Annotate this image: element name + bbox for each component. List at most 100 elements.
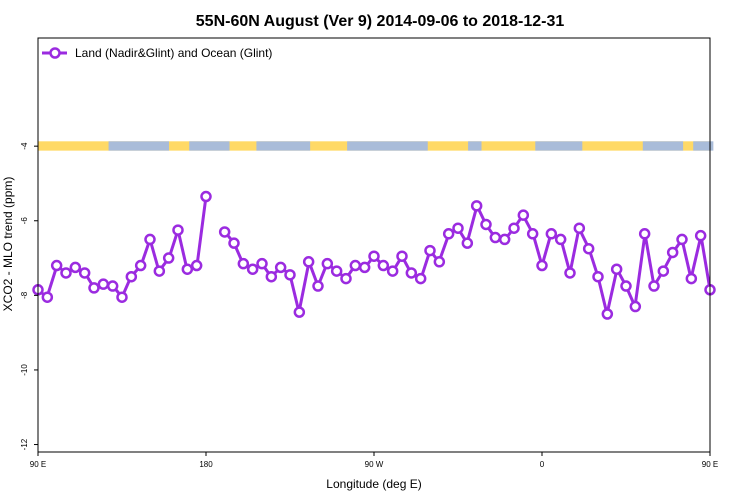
data-point bbox=[218, 226, 231, 238]
data-point bbox=[200, 190, 212, 203]
land-ocean-strip bbox=[38, 141, 714, 151]
legend-label: Land (Nadir&Glint) and Ocean (Glint) bbox=[75, 46, 272, 60]
x-tick-label: 90 E bbox=[30, 460, 46, 469]
plot-frame bbox=[37, 37, 711, 453]
y-tick-label: -6 bbox=[20, 217, 29, 225]
strip-ocean bbox=[535, 141, 583, 151]
data-point bbox=[246, 263, 259, 275]
data-point bbox=[657, 265, 670, 277]
strip-ocean bbox=[642, 141, 684, 151]
strip-ocean bbox=[693, 141, 714, 151]
data-point bbox=[50, 259, 63, 272]
y-tick-label: -12 bbox=[20, 438, 29, 450]
strip-ocean bbox=[468, 141, 482, 151]
data-point bbox=[526, 228, 539, 240]
data-point bbox=[508, 222, 520, 234]
data-point bbox=[610, 263, 623, 275]
data-point bbox=[106, 280, 119, 292]
data-point bbox=[489, 231, 502, 244]
data-point bbox=[638, 228, 651, 240]
y-axis-label: XCO2 - MLO trend (ppm) bbox=[1, 177, 15, 312]
data-point bbox=[396, 250, 408, 262]
data-point bbox=[125, 270, 138, 283]
data-point bbox=[340, 272, 352, 285]
data-point bbox=[676, 233, 688, 246]
data-point bbox=[452, 222, 464, 234]
data-point bbox=[330, 265, 343, 277]
x-tick-label: 180 bbox=[199, 460, 213, 469]
data-point bbox=[349, 259, 362, 272]
data-point bbox=[517, 209, 530, 221]
data-point bbox=[694, 229, 707, 242]
data-point bbox=[685, 272, 698, 285]
data-point bbox=[116, 291, 128, 303]
data-point bbox=[274, 261, 287, 274]
data-point bbox=[564, 267, 576, 279]
data-point bbox=[424, 244, 436, 257]
series-layer bbox=[32, 190, 716, 320]
data-point bbox=[284, 269, 296, 281]
x-tick-label: 90 E bbox=[702, 460, 718, 469]
data-point bbox=[134, 259, 147, 272]
data-point bbox=[405, 267, 418, 279]
data-point bbox=[60, 267, 72, 279]
legend-marker bbox=[49, 47, 61, 59]
data-point bbox=[144, 233, 156, 246]
data-point bbox=[293, 306, 306, 318]
data-point bbox=[69, 261, 82, 274]
data-point bbox=[302, 256, 315, 268]
legend: Land (Nadir&Glint) and Ocean (Glint) bbox=[42, 46, 272, 60]
data-point bbox=[629, 300, 642, 313]
strip-ocean bbox=[256, 141, 311, 151]
strip-ocean bbox=[189, 141, 230, 151]
data-point bbox=[470, 200, 483, 212]
data-point bbox=[480, 218, 492, 231]
data-point bbox=[368, 250, 380, 262]
data-point bbox=[97, 278, 110, 290]
data-point bbox=[582, 242, 595, 255]
data-point bbox=[256, 257, 268, 270]
data-point bbox=[461, 237, 474, 249]
y-tick-label: -10 bbox=[20, 364, 29, 376]
data-point bbox=[554, 233, 567, 246]
data-point bbox=[386, 265, 399, 277]
data-point bbox=[648, 280, 660, 292]
x-tick-label: 90 W bbox=[365, 460, 384, 469]
data-point bbox=[601, 308, 614, 320]
data-point bbox=[312, 280, 324, 292]
data-point bbox=[536, 259, 548, 272]
y-tick-label: -8 bbox=[20, 291, 29, 299]
data-point bbox=[573, 222, 586, 234]
data-point bbox=[153, 265, 166, 277]
data-point bbox=[265, 270, 278, 283]
data-point bbox=[620, 280, 632, 292]
data-point bbox=[666, 246, 679, 259]
series-line bbox=[223, 204, 712, 316]
series-line bbox=[37, 196, 208, 299]
data-point bbox=[228, 237, 240, 249]
x-axis-label: Longitude (deg E) bbox=[326, 477, 421, 491]
chart-title: 55N-60N August (Ver 9) 2014-09-06 to 201… bbox=[196, 13, 565, 30]
data-point bbox=[162, 252, 175, 264]
data-point bbox=[442, 228, 455, 240]
data-point bbox=[358, 261, 371, 274]
data-point bbox=[237, 257, 250, 270]
data-point bbox=[592, 270, 604, 283]
data-point bbox=[321, 257, 334, 270]
x-axis: 90 E 180 90 W 0 90 E bbox=[30, 452, 718, 469]
strip-ocean bbox=[347, 141, 428, 151]
data-point bbox=[190, 259, 203, 272]
data-point bbox=[172, 224, 184, 236]
data-point bbox=[377, 259, 390, 272]
y-axis: -4 -6 -8 -10 -12 bbox=[20, 142, 38, 450]
x-tick-label: 0 bbox=[540, 460, 545, 469]
data-point bbox=[78, 267, 91, 279]
data-point bbox=[545, 228, 558, 240]
data-point bbox=[41, 291, 54, 303]
data-point bbox=[181, 263, 194, 275]
y-tick-label: -4 bbox=[20, 142, 29, 150]
strip-ocean bbox=[108, 141, 170, 151]
data-point bbox=[498, 233, 511, 246]
data-point bbox=[433, 256, 446, 268]
